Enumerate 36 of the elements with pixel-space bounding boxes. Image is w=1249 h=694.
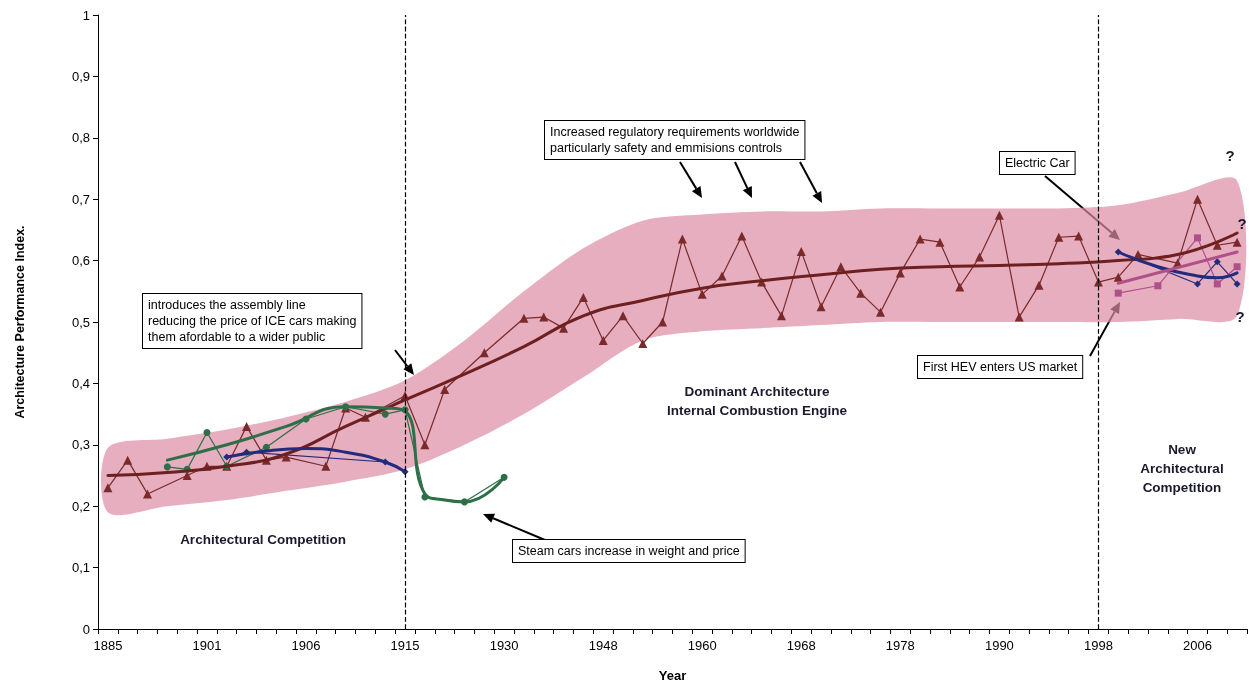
x-tick-label: 1906 [291,638,321,653]
annotation: introduces the assembly line reducing the price of ICE cars making them afordable to a wider public [148,298,357,344]
x-tick-label: 1915 [390,638,420,653]
annotation: Dominant Architecture Internal Combustion Engine [666,384,848,418]
x-tick-label: 1968 [786,638,816,653]
annotation: Electric Car [1005,156,1070,170]
x-tick-label: 2006 [1183,638,1212,653]
x-tick-label: 1978 [885,638,915,653]
y-tick-label: 0,7 [71,191,90,207]
annotation: Architectural Competition [180,532,346,547]
y-tick-label: 0,6 [71,253,90,269]
y-tick-label: 1 [82,7,90,23]
x-tick-label: 1998 [1083,638,1113,653]
x-tick-label: 1901 [192,638,222,653]
y-tick-label: 0,2 [71,498,90,514]
y-tick-label: 0,4 [71,375,90,391]
x-tick-label: 1960 [687,638,717,653]
y-axis-title: Architecture Performance Index. [12,225,27,419]
annotation: New Architectural Competition [1140,442,1224,495]
x-tick-label: 1930 [489,638,519,653]
y-tick-label: 0,8 [71,130,90,146]
x-axis-title: Year [658,668,687,683]
annotation: ? [1225,147,1235,164]
y-tick-label: 0 [82,621,90,637]
annotation: First HEV enters US market [923,360,1078,374]
annotation: ? [1235,308,1245,325]
y-tick-label: 0,3 [71,437,90,453]
x-tick-label: 1948 [588,638,618,653]
x-tick-label: 1885 [93,638,123,653]
annotation: Increased regulatory requirements worldwide particularly safety and emmisions controls [550,125,800,155]
annotation: ? [1237,215,1247,232]
y-tick-label: 0,5 [71,314,90,330]
x-tick-label: 1990 [984,638,1014,653]
y-tick-label: 0,1 [71,560,90,576]
y-tick-label: 0,9 [71,68,90,84]
annotation: Steam cars increase in weight and price [518,544,740,558]
